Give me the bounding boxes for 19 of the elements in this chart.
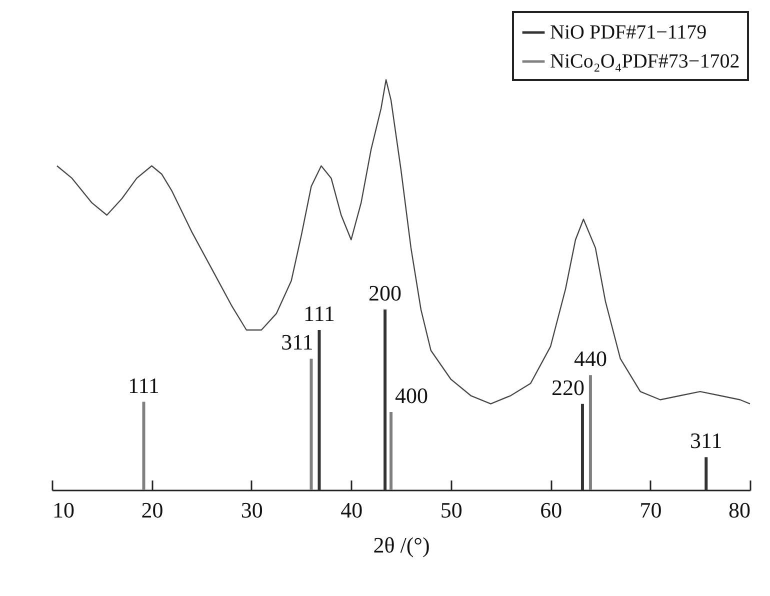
- x-tick-label: 40: [340, 498, 363, 522]
- annotation: 111: [304, 301, 335, 326]
- legend-label: NiO PDF#71−1179: [550, 22, 707, 44]
- x-tick-label: 50: [440, 498, 462, 522]
- x-tick-label: 60: [540, 498, 562, 522]
- annotation: 311: [281, 330, 314, 355]
- annotation: 200: [368, 280, 402, 306]
- annotation: 220: [551, 374, 584, 400]
- x-tick-label: 30: [240, 498, 263, 522]
- annotation: 400: [395, 383, 428, 408]
- x-tick-label: 70: [640, 498, 662, 522]
- legend-label: NiCo₂O₄PDF#73−1702: [550, 50, 740, 72]
- x-tick-label: 10: [52, 498, 74, 522]
- x-tick-label: 20: [141, 498, 164, 522]
- annotation: 311: [690, 428, 722, 454]
- annotation: 440: [574, 346, 607, 372]
- annotation: 111: [128, 372, 160, 398]
- x-axis-title: 2θ /(°): [373, 532, 430, 558]
- x-tick-label: 80: [728, 498, 750, 522]
